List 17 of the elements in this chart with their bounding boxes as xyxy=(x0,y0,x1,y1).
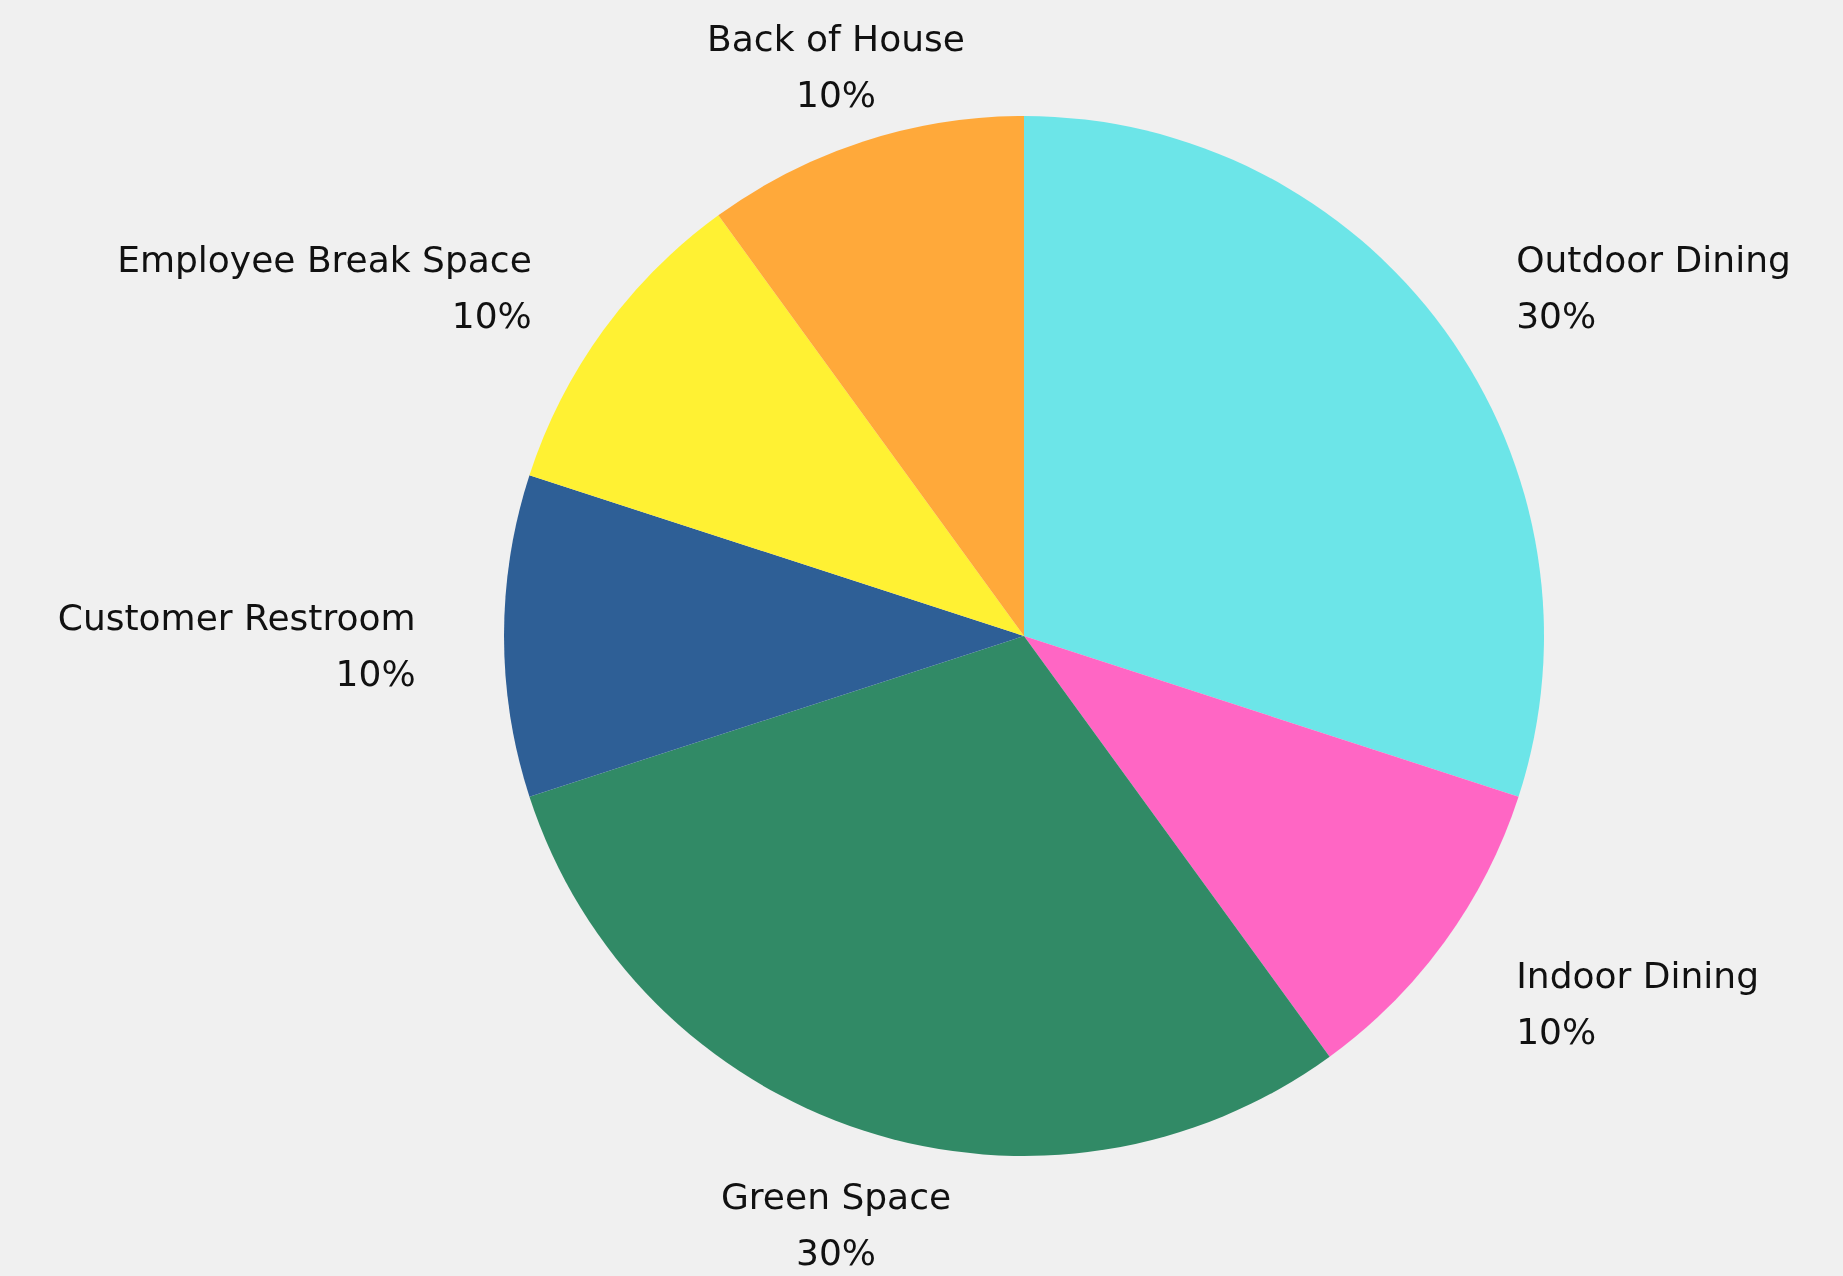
data-label: 10% xyxy=(335,653,416,694)
pie-slice xyxy=(505,475,1024,797)
slice-label: Back of House xyxy=(707,18,965,60)
data-label: 30% xyxy=(795,1231,876,1273)
slice-label: Indoor Dining xyxy=(1516,954,1759,996)
pie-slice xyxy=(718,116,1024,636)
data-label: 10% xyxy=(795,74,876,116)
pie-slice xyxy=(529,636,1330,1156)
data-label: 10% xyxy=(451,295,532,337)
slice-label: Green Space xyxy=(720,1175,952,1217)
pie-slice xyxy=(1024,636,1519,1057)
slice-label: Outdoor Dining xyxy=(1516,239,1791,281)
data-label: 30% xyxy=(1516,295,1597,337)
pie-slice xyxy=(529,215,1024,636)
data-label: 10% xyxy=(1516,1010,1597,1052)
slice-label: Customer Restroom xyxy=(57,597,416,638)
slice-label: Employee Break Space xyxy=(117,239,532,281)
